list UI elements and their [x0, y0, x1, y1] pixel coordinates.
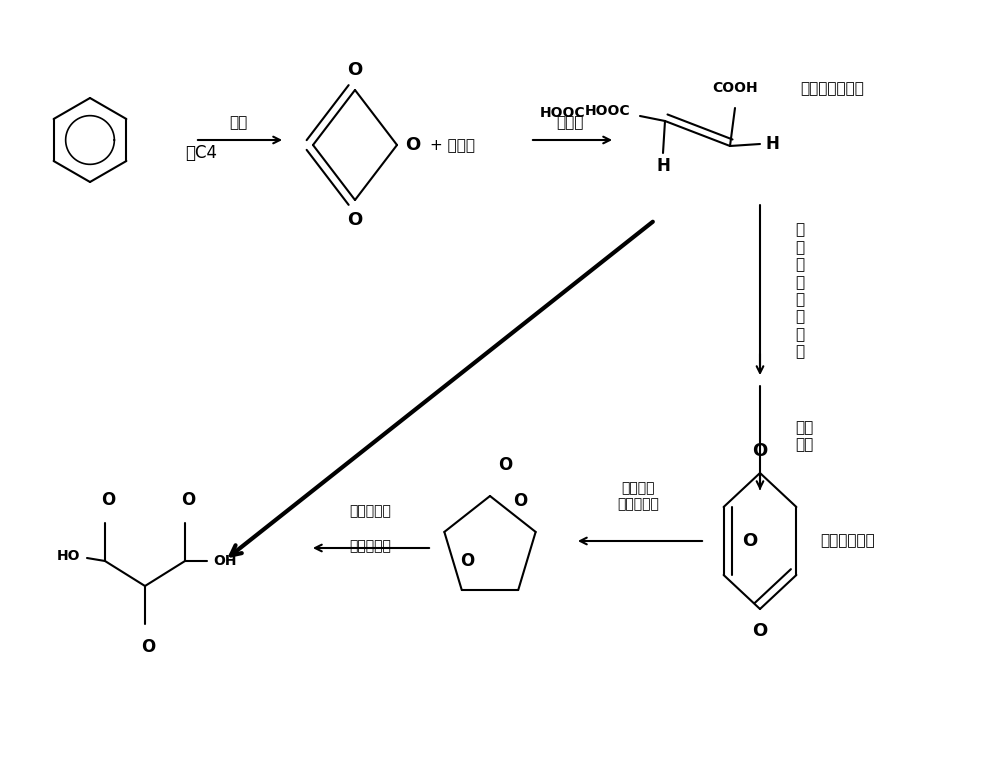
- Text: COOH: COOH: [712, 81, 758, 95]
- Text: （顺酸水溶液）: （顺酸水溶液）: [800, 81, 864, 97]
- Text: O: O: [405, 136, 421, 154]
- Text: H: H: [765, 135, 779, 153]
- Text: O: O: [513, 492, 528, 510]
- Text: 液相加氢
或溶液加氢: 液相加氢 或溶液加氢: [617, 481, 659, 511]
- Text: + 副产物: + 副产物: [430, 139, 475, 154]
- Text: 精馏
提纯: 精馏 提纯: [795, 420, 813, 452]
- Text: O: O: [752, 442, 768, 460]
- Text: HOOC: HOOC: [539, 106, 585, 120]
- Text: O: O: [181, 491, 195, 509]
- Text: 氧化: 氧化: [229, 116, 247, 130]
- Text: O: O: [742, 532, 757, 550]
- Text: 水吸收: 水吸收: [556, 116, 584, 130]
- Text: O: O: [347, 211, 363, 229]
- Text: 精馏、水解: 精馏、水解: [349, 504, 391, 518]
- Text: O: O: [498, 456, 512, 474]
- Text: OH: OH: [213, 554, 237, 568]
- Text: H: H: [656, 157, 670, 175]
- Text: 与
一
甲
苯
共
沸
脱
水: 与 一 甲 苯 共 沸 脱 水: [795, 223, 804, 359]
- Text: 或C4: 或C4: [185, 144, 217, 162]
- Text: （顺酸产品）: （顺酸产品）: [820, 533, 875, 549]
- Text: O: O: [752, 622, 768, 640]
- Text: 结晶、烘干: 结晶、烘干: [349, 539, 391, 553]
- Text: HOOC: HOOC: [584, 104, 630, 118]
- Text: O: O: [460, 552, 475, 570]
- Text: O: O: [347, 61, 363, 79]
- Text: HO: HO: [56, 549, 80, 563]
- Text: O: O: [101, 491, 115, 509]
- Text: O: O: [141, 638, 155, 656]
